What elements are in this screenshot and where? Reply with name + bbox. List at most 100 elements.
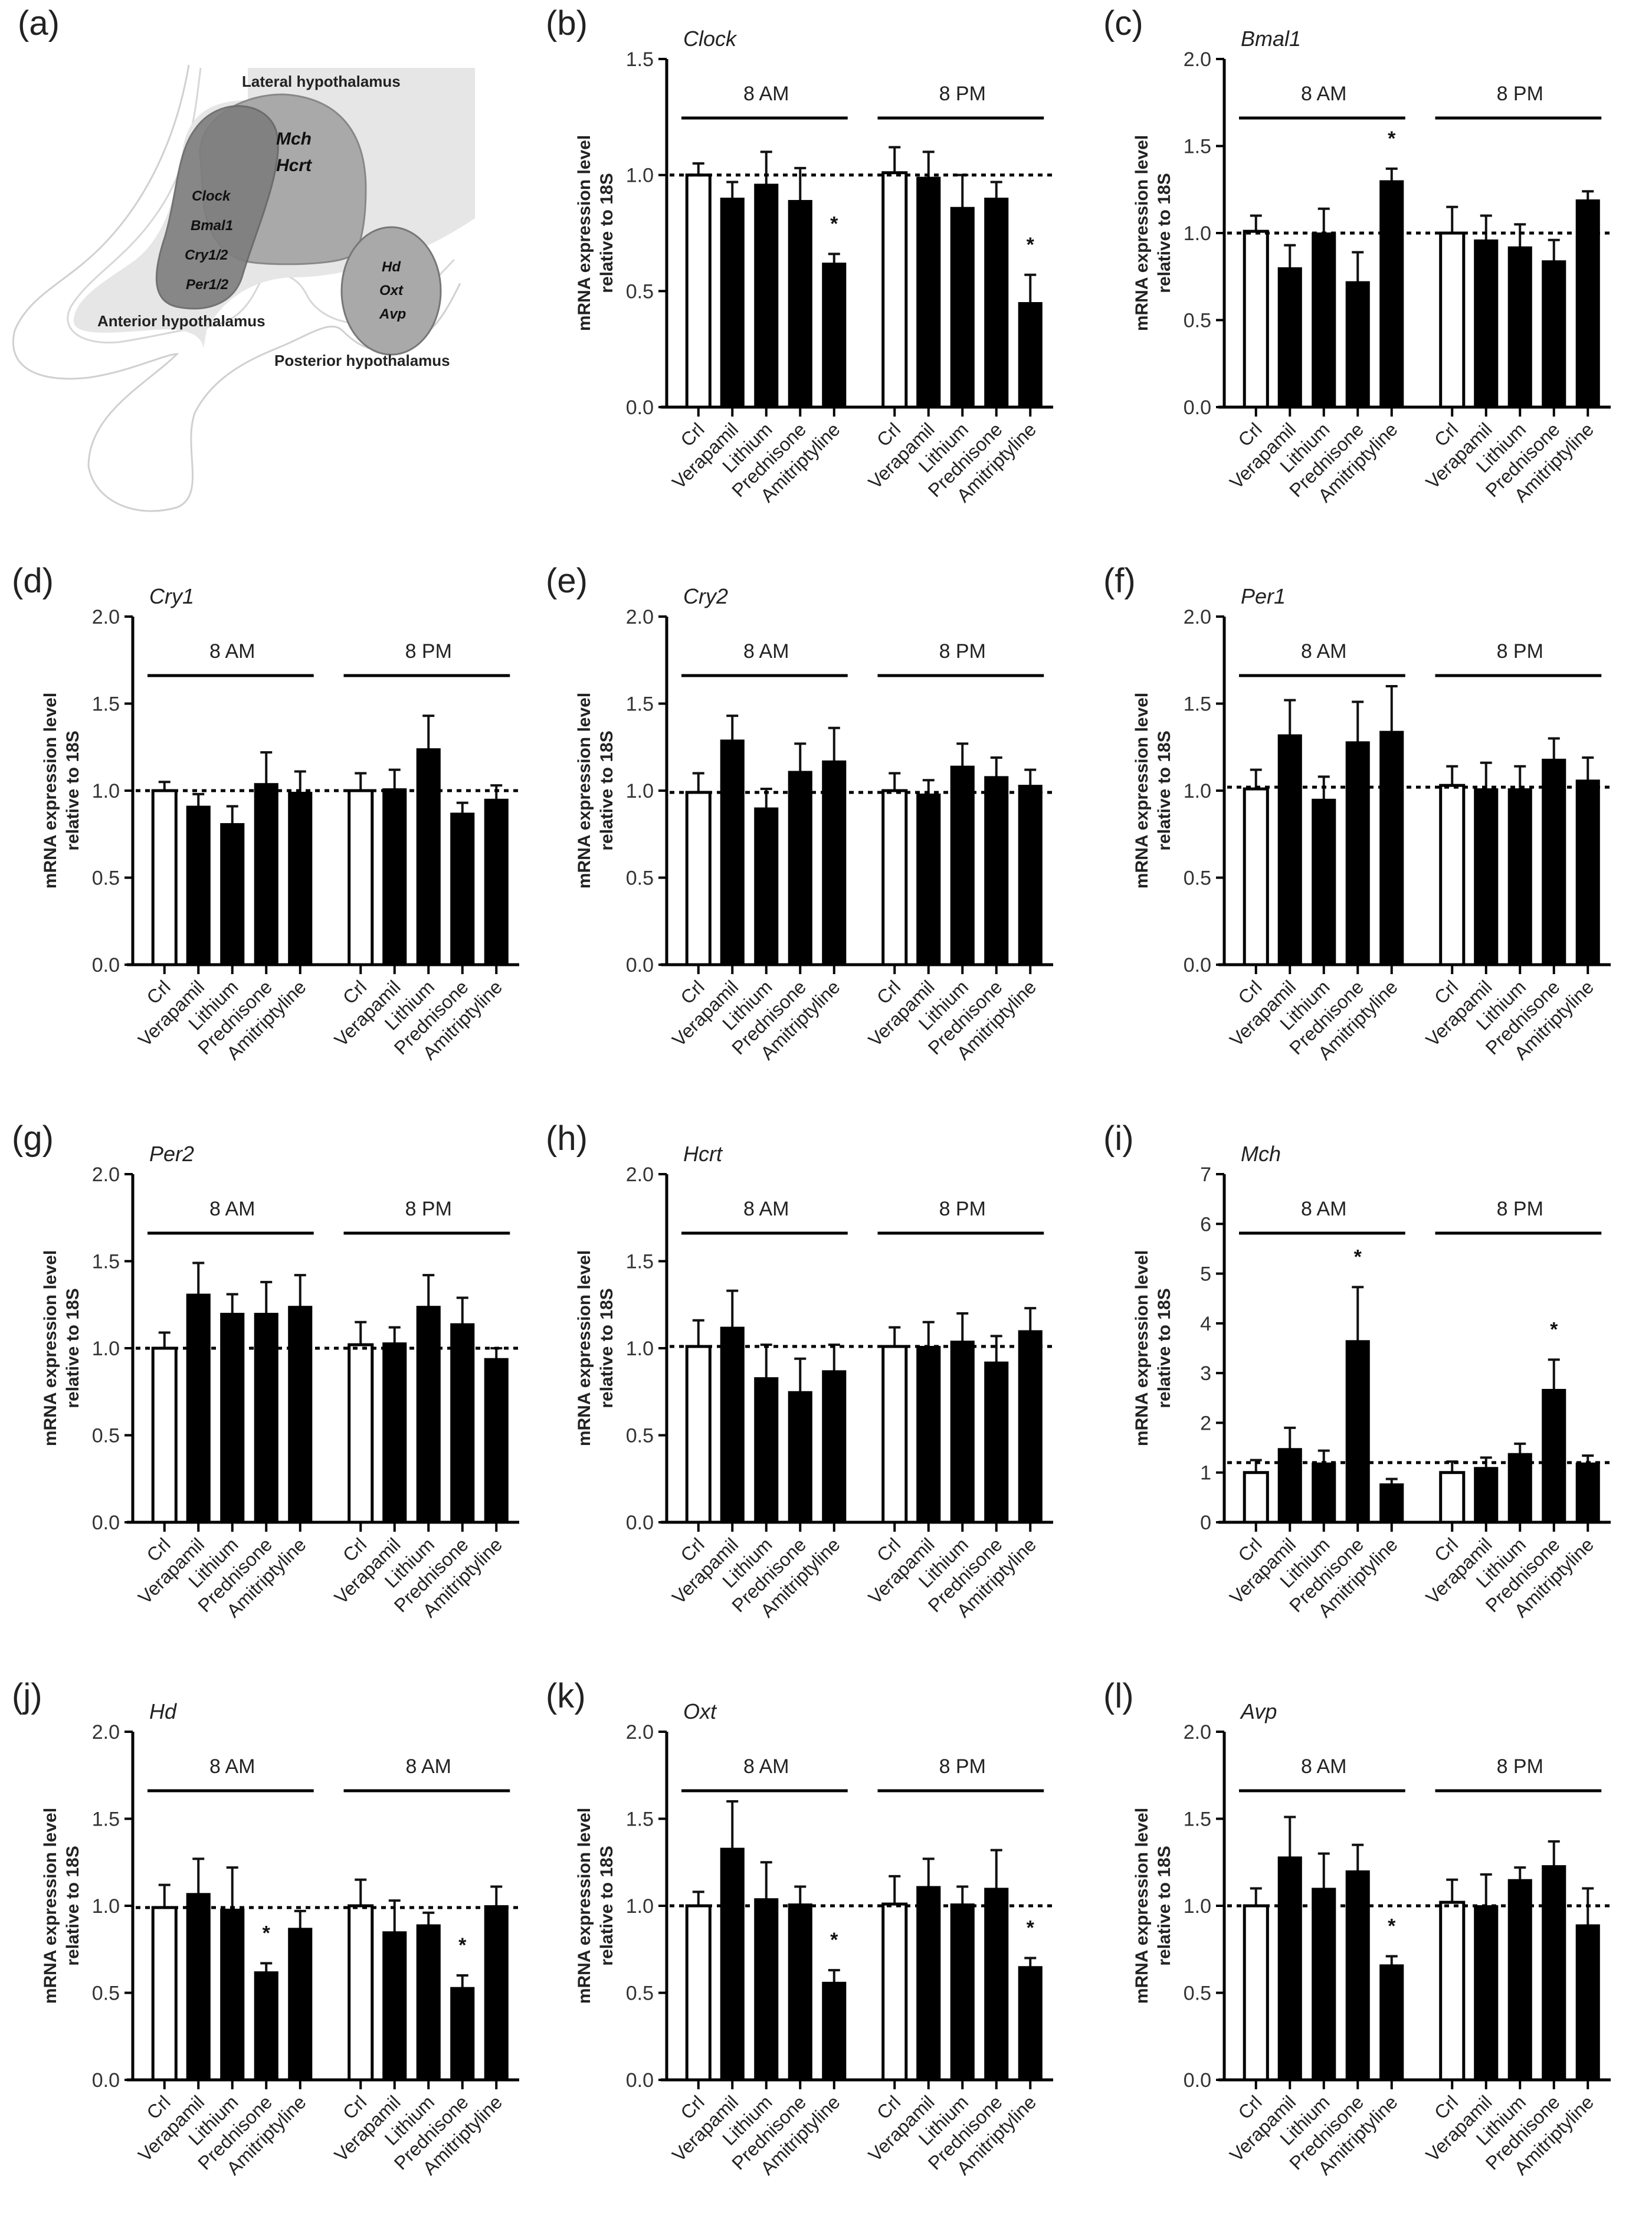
bar-treatment: [484, 798, 509, 965]
y-tick-label: 2.0: [1184, 606, 1211, 628]
gene-label: Oxt: [379, 283, 404, 299]
y-tick-label: 0.0: [1184, 2069, 1211, 2092]
bar-treatment: [450, 1323, 475, 1523]
bar-control: [1243, 230, 1269, 409]
chart-svg: Cry2 mRNA expression level relative to 18S…: [575, 584, 1053, 1064]
bar-treatment: [754, 1377, 779, 1523]
y-tick-label: 0.5: [1184, 310, 1211, 332]
group-label: 8 AM: [743, 83, 789, 105]
bar-treatment: [1507, 246, 1532, 408]
y-tick-label: 0.0: [92, 2069, 120, 2092]
bar-treatment: [1474, 239, 1499, 408]
bar-treatment: [1312, 1888, 1336, 2080]
bar-treatment: [916, 1886, 941, 2080]
chart-svg: Avp mRNA expression level relative to 18S 0…: [1132, 1699, 1611, 2179]
y-axis-label: mRNA expression level: [1132, 1250, 1152, 1446]
panel-label: (e): [546, 562, 588, 600]
chart-title: Mch: [1241, 1142, 1281, 1166]
bar-treatment: [1379, 730, 1404, 965]
bar-treatment: [1345, 281, 1370, 408]
y-tick-label: 1.5: [626, 1251, 654, 1273]
bar-treatment: [1379, 180, 1404, 408]
y-tick-label: 0.5: [626, 867, 654, 890]
panel-label: (h): [546, 1119, 588, 1158]
bar-treatment: [788, 1391, 812, 1523]
y-tick-label: 1.0: [92, 1338, 120, 1360]
y-axis-label: relative to 18S: [597, 730, 617, 850]
panel-label: (l): [1103, 1677, 1134, 1715]
bar-treatment: [984, 198, 1009, 408]
y-tick-label: 1.0: [92, 1895, 120, 1918]
bar-control: [1243, 787, 1269, 966]
bar-treatment: [1312, 232, 1336, 408]
y-tick-label: 1.5: [92, 1808, 120, 1831]
bar-control: [151, 1906, 178, 2082]
y-tick-label: 1.5: [626, 48, 654, 71]
anterior-label: Anterior hypothalamus: [97, 312, 266, 330]
y-axis-label: mRNA expression level: [575, 1250, 594, 1446]
y-axis-label: mRNA expression level: [1132, 1808, 1152, 2004]
bar-control: [685, 1904, 712, 2082]
panel-g-per2-chart: (g) Per2 mRNA expression level relative to …: [0, 1115, 531, 1664]
chart-svg: Mch mRNA expression level relative to 18S 0…: [1132, 1142, 1611, 1621]
y-tick-label: 0.5: [1184, 1982, 1211, 2005]
bar-treatment: [788, 199, 812, 408]
bar-treatment: [1379, 1483, 1404, 1523]
chart-title: Hcrt: [683, 1142, 723, 1166]
chart-svg: Clock mRNA expression level relative to 18…: [575, 27, 1053, 506]
chart-title: Cry2: [683, 584, 728, 608]
bar-treatment: [1018, 1966, 1043, 2080]
y-tick-label: 1.5: [626, 693, 654, 716]
bar-treatment: [1507, 788, 1532, 965]
panel-label: (k): [546, 1677, 586, 1715]
gene-label: Hcrt: [276, 156, 313, 175]
bar-treatment: [720, 198, 745, 408]
bar-treatment: [1575, 1462, 1600, 1523]
chart-title: Per2: [149, 1142, 194, 1166]
y-tick-label: 0.0: [92, 1512, 120, 1534]
y-tick-label: 1.5: [1184, 136, 1211, 158]
y-tick-label: 1.5: [626, 1808, 654, 1831]
chart-svg: Hd mRNA expression level relative to 18S 0.…: [41, 1699, 519, 2179]
bar-treatment: [382, 1342, 407, 1523]
bar-control: [1243, 1904, 1269, 2082]
bar-treatment: [754, 183, 779, 408]
bar-treatment: [254, 1971, 278, 2080]
y-tick-label: 0.5: [626, 1425, 654, 1447]
chart-svg: Cry1 mRNA expression level relative to 18S…: [41, 584, 519, 1064]
bar-treatment: [916, 176, 941, 408]
group-label: 8 AM: [209, 640, 255, 663]
y-tick-label: 2: [1200, 1412, 1211, 1434]
bar-treatment: [984, 776, 1009, 965]
bar-treatment: [720, 1326, 745, 1523]
group-label: 8 AM: [1301, 1755, 1346, 1778]
gene-label: Bmal1: [191, 218, 233, 234]
gene-label: Cry1/2: [185, 247, 228, 263]
bar-treatment: [916, 793, 941, 965]
significance-star: *: [1354, 1246, 1362, 1268]
significance-star: *: [1388, 127, 1396, 150]
y-tick-label: 1.5: [1184, 693, 1211, 716]
gene-label: Mch: [276, 129, 312, 149]
bar-treatment: [950, 765, 975, 965]
chart-title: Per1: [1241, 584, 1286, 608]
bar-treatment: [1542, 1388, 1566, 1523]
lateral-label: Lateral hypothalamus: [242, 73, 401, 90]
bar-treatment: [1575, 1924, 1600, 2080]
chart-title: Hd: [149, 1699, 177, 1723]
bar-control: [151, 789, 178, 966]
chart-svg: Hcrt mRNA expression level relative to 18S…: [575, 1142, 1053, 1621]
bar-treatment: [450, 812, 475, 965]
bar-treatment: [1312, 798, 1336, 965]
bar-treatment: [984, 1888, 1009, 2080]
group-label: 8 AM: [743, 1198, 789, 1220]
y-tick-label: 0.5: [626, 1982, 654, 2005]
bar-treatment: [1542, 758, 1566, 965]
y-tick-label: 1.5: [1184, 1808, 1211, 1831]
hypothalamus-diagram: Lateral hypothalamus Anterior hypothalam…: [12, 64, 476, 512]
y-axis-label: relative to 18S: [597, 173, 617, 293]
bar-treatment: [1345, 1870, 1370, 2080]
y-axis-label: relative to 18S: [597, 1288, 617, 1408]
group-label: 8 PM: [405, 640, 452, 663]
chart-title: Clock: [683, 27, 738, 51]
